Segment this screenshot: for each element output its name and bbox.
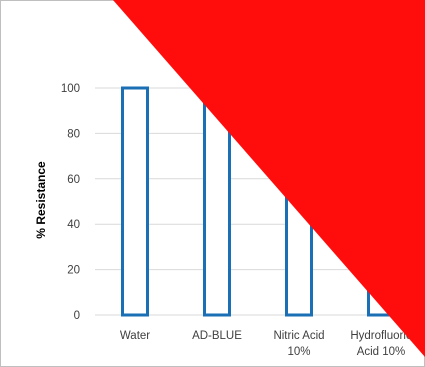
y-tick-label: 0 <box>74 310 80 322</box>
bar <box>121 86 149 317</box>
x-category-label: Water <box>120 330 150 342</box>
x-category-label: Nitric Acid 10% <box>273 330 324 358</box>
x-category-label: AD-BLUE <box>192 330 242 342</box>
x-category-label: Hydrofluoric Acid 10% <box>350 330 412 358</box>
red-triangle-overlay <box>113 0 425 357</box>
x-category-labels: Water AD-BLUE Nitric Acid 10% Hydrofluoric Ac… <box>120 330 412 358</box>
y-tick-label: 20 <box>67 265 80 277</box>
y-tick-label: 100 <box>61 83 80 95</box>
y-tick-label: 80 <box>67 128 80 140</box>
y-tick-labels: 0 20 40 60 80 100 <box>61 83 80 322</box>
y-tick-label: 60 <box>67 174 80 186</box>
y-tick-label: 40 <box>67 219 80 231</box>
y-axis-title: % Resistance <box>34 161 48 239</box>
